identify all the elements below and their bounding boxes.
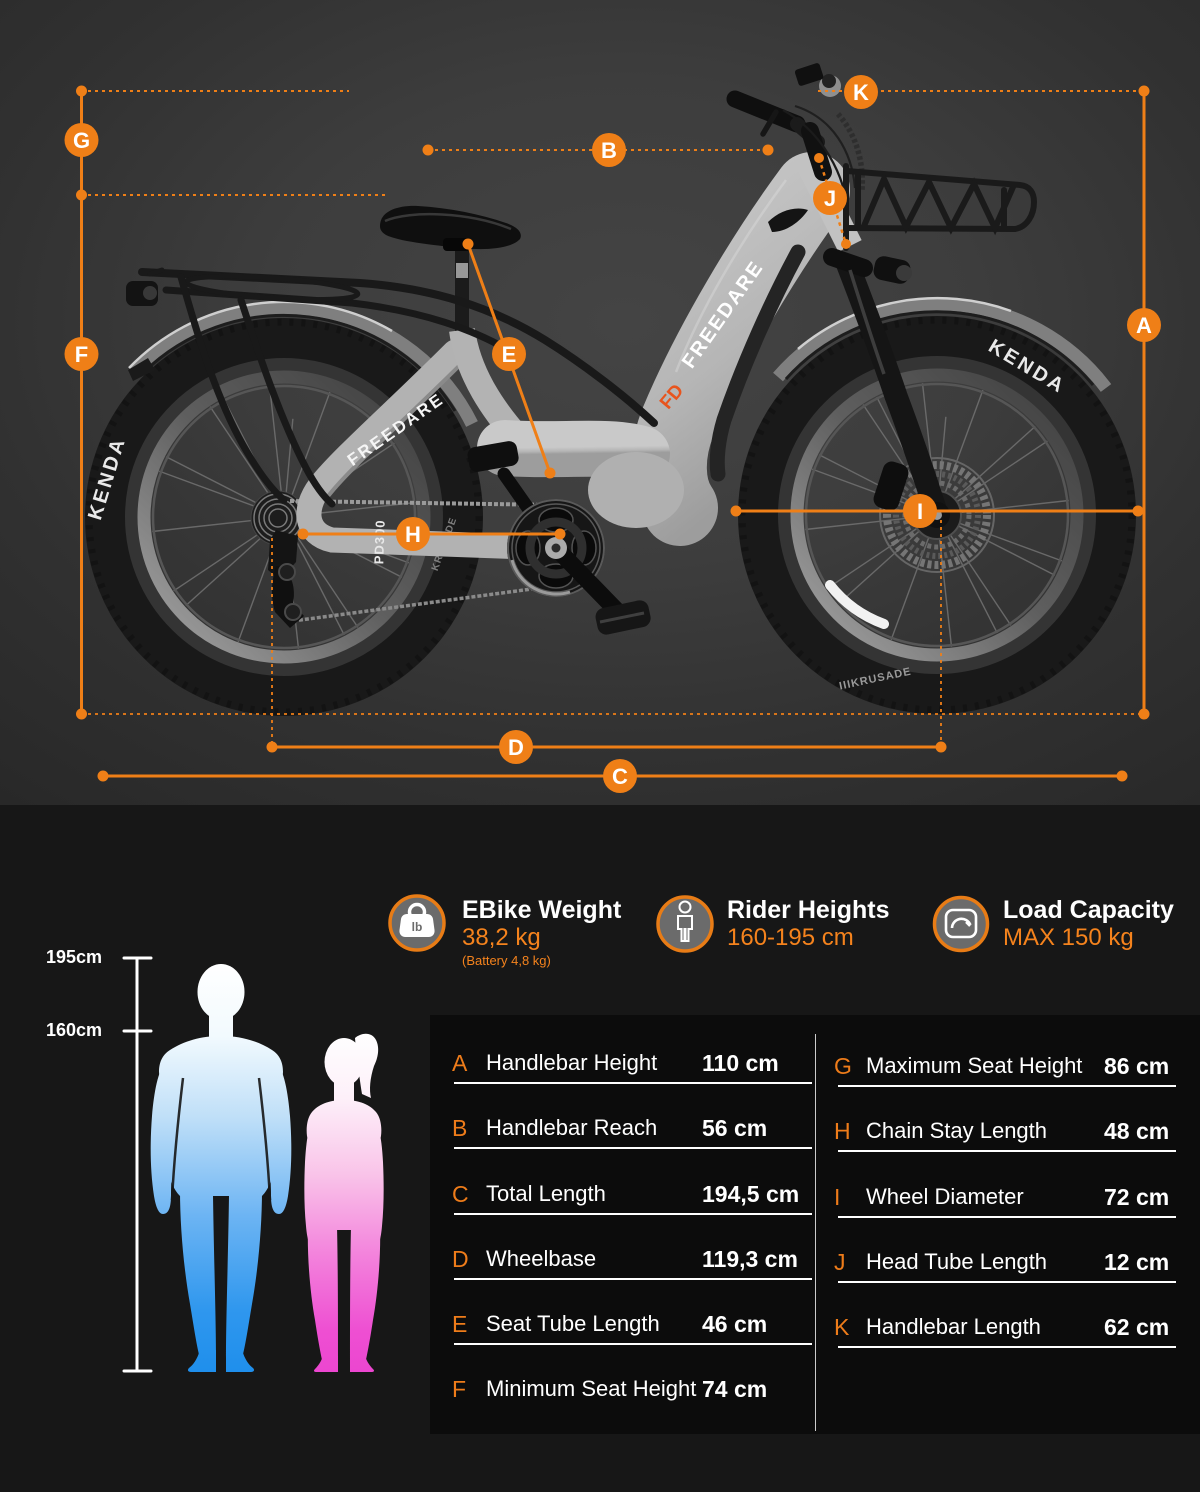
svg-text:C: C xyxy=(612,764,628,789)
svg-text:E: E xyxy=(502,342,517,367)
svg-text:K: K xyxy=(853,80,869,105)
svg-text:lb: lb xyxy=(412,920,423,934)
svg-text:PD300: PD300 xyxy=(371,519,388,564)
svg-text:G: G xyxy=(73,128,90,153)
svg-text:F: F xyxy=(75,342,88,367)
svg-text:A: A xyxy=(1136,313,1152,338)
svg-text:I: I xyxy=(917,499,923,524)
svg-text:H: H xyxy=(405,522,421,547)
svg-text:J: J xyxy=(824,186,836,211)
svg-text:B: B xyxy=(601,138,617,163)
svg-text:D: D xyxy=(508,735,524,760)
